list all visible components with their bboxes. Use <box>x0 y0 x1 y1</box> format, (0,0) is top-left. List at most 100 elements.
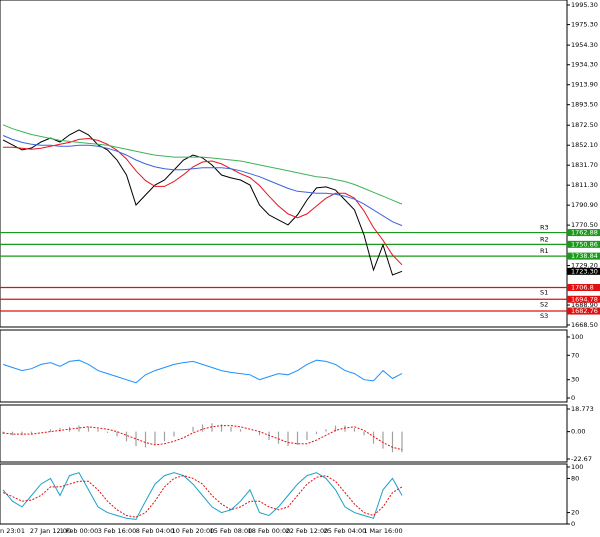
histogram-bar <box>154 431 156 445</box>
level-value: 1738.84 <box>571 252 598 260</box>
histogram-bar <box>382 431 384 449</box>
histogram-bar <box>220 424 223 432</box>
histogram-bar <box>258 431 261 436</box>
x-tick-label: 1 Mar 16:00 <box>363 527 402 535</box>
histogram-bar <box>315 431 318 435</box>
histogram-bar <box>334 425 337 432</box>
x-tick-label: n 23:01 <box>0 527 25 535</box>
y-tick-label: 1913.90 <box>571 81 598 89</box>
macd-panel <box>0 404 568 463</box>
y-tick-label: 1872.50 <box>571 121 598 129</box>
level-box <box>567 252 600 260</box>
stoch-panel <box>0 463 568 525</box>
y-tick-label: 70 <box>571 351 579 359</box>
y-tick-label: 80 <box>571 474 579 482</box>
histogram-bar <box>363 431 365 436</box>
histogram-bar <box>296 431 299 445</box>
level-name: R2 <box>540 235 549 243</box>
histogram-bar <box>21 431 23 436</box>
y-tick-label: 0 <box>571 394 575 402</box>
level-name: S2 <box>540 300 548 308</box>
y-tick-label: 100 <box>571 333 583 341</box>
y-tick-label: 1688.90 <box>571 301 598 309</box>
y-tick-label: 1770.50 <box>571 221 598 229</box>
level-box <box>567 229 600 237</box>
histogram-bar <box>87 426 90 432</box>
series-line <box>2 472 403 520</box>
histogram-bar <box>163 431 166 442</box>
level-value: 1694.78 <box>571 295 598 303</box>
series-line <box>2 359 403 384</box>
histogram-bar <box>287 431 289 447</box>
histogram-bar <box>344 425 346 432</box>
level-name: S1 <box>540 288 548 296</box>
histogram-bar <box>30 431 33 435</box>
y-tick-label: 1893.50 <box>571 101 598 109</box>
x-tick-label: 25 Feb 04:00 <box>324 527 367 535</box>
x-tick-label: 18 Feb 00:00 <box>248 527 291 535</box>
y-tick-label: 100 <box>571 463 583 471</box>
y-tick-label: 0.00 <box>571 428 585 436</box>
y-tick-label: 1729.20 <box>571 262 598 270</box>
rsi-panel <box>0 329 568 403</box>
level-value: 1750.86 <box>571 240 598 248</box>
histogram-bar <box>325 429 327 432</box>
histogram-bar <box>59 428 61 432</box>
histogram-bar <box>135 431 137 447</box>
y-tick-label: 1811.30 <box>571 181 598 189</box>
y-tick-label: -22.67 <box>571 455 592 463</box>
histogram-bar <box>2 431 4 435</box>
histogram-bar <box>106 431 109 433</box>
x-tick-label: 22 Feb 12:00 <box>286 527 329 535</box>
x-tick-label: 10 Feb 20:00 <box>172 527 215 535</box>
histogram-bar <box>125 431 128 442</box>
price-box <box>567 267 600 275</box>
histogram-bar <box>78 425 80 432</box>
histogram-bar <box>306 431 308 441</box>
y-tick-label: 1668.50 <box>571 321 598 329</box>
histogram-bar <box>97 429 99 432</box>
histogram-bar <box>49 429 52 432</box>
histogram-bar <box>230 426 232 432</box>
histogram-bar <box>372 431 375 444</box>
histogram-bar <box>401 431 403 453</box>
y-tick-label: 1852.10 <box>571 141 598 149</box>
y-tick-label: 1954.30 <box>571 41 598 49</box>
histogram-bar <box>11 431 14 436</box>
level-name: S3 <box>540 312 548 320</box>
y-tick-label: 1934.30 <box>571 61 598 69</box>
level-name: R1 <box>540 247 549 255</box>
histogram-bar <box>144 431 147 448</box>
histogram-bar <box>211 423 213 432</box>
level-name: R3 <box>540 224 549 232</box>
x-tick-label: 1 Feb 00:00 <box>60 527 99 535</box>
histogram-bar <box>192 426 194 432</box>
x-tick-label: 8 Feb 04:00 <box>136 527 175 535</box>
histogram-bar <box>239 429 242 432</box>
level-value: 1682.76 <box>571 307 598 315</box>
y-tick-label: 1790.90 <box>571 201 598 209</box>
price-label: 1723.30 <box>571 267 598 275</box>
level-box <box>567 307 600 315</box>
histogram-bar <box>116 431 118 437</box>
level-value: 1706.8 <box>571 283 594 291</box>
y-tick-label: 30 <box>571 376 579 384</box>
y-tick-label: 1995.30 <box>571 1 598 9</box>
x-tick-label: 27 Jan 12:00 <box>30 527 71 535</box>
histogram-bar <box>277 431 280 444</box>
series-line <box>2 135 403 227</box>
series-line <box>2 425 403 451</box>
main-panel <box>0 0 568 328</box>
series-line <box>2 129 403 276</box>
y-tick-label: 20 <box>571 509 579 517</box>
histogram-bar <box>201 424 204 432</box>
histogram-bar <box>173 431 175 437</box>
level-box <box>567 295 600 303</box>
series-line <box>2 475 403 518</box>
level-box <box>567 283 600 291</box>
y-tick-label: 1831.70 <box>571 161 598 169</box>
level-box <box>567 240 600 248</box>
histogram-bar <box>353 428 356 432</box>
y-tick-label: 18.773 <box>571 405 594 413</box>
